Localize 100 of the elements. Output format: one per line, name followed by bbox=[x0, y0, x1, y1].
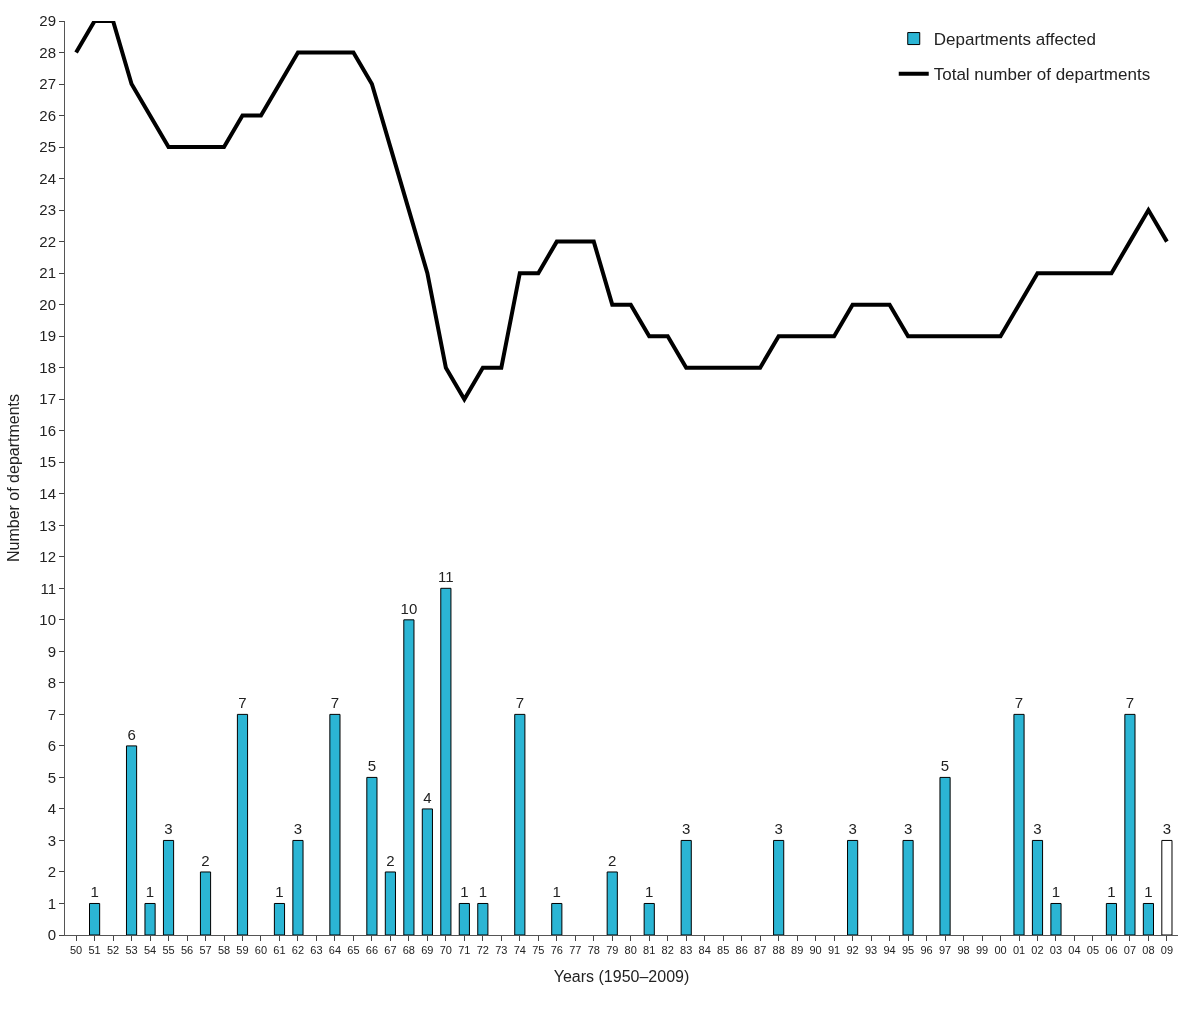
x-tick-label: 94 bbox=[883, 944, 896, 957]
data-label: 2 bbox=[201, 851, 210, 869]
x-tick-label: 84 bbox=[698, 944, 711, 957]
x-tick-label: 78 bbox=[587, 944, 600, 957]
data-label: 1 bbox=[1051, 883, 1061, 901]
y-tick-label: 10 bbox=[39, 611, 56, 629]
y-tick-label: 14 bbox=[39, 485, 56, 503]
bar bbox=[1013, 713, 1025, 935]
x-tick-label: 72 bbox=[476, 944, 489, 957]
bar bbox=[1124, 713, 1136, 935]
data-label: 1 bbox=[90, 883, 99, 901]
data-label: 1 bbox=[552, 883, 561, 901]
bar bbox=[403, 619, 415, 935]
y-tick-label: 9 bbox=[47, 642, 56, 660]
y-tick-label: 4 bbox=[47, 800, 56, 818]
y-tick-label: 25 bbox=[39, 138, 56, 156]
data-label: 6 bbox=[127, 725, 136, 743]
bar bbox=[1050, 902, 1062, 935]
x-tick-label: 06 bbox=[1105, 944, 1118, 957]
y-tick-label: 13 bbox=[39, 516, 56, 534]
x-tick-label: 04 bbox=[1068, 944, 1081, 957]
x-tick-label: 95 bbox=[901, 944, 915, 957]
x-tick-label: 90 bbox=[809, 944, 822, 957]
bar bbox=[1161, 839, 1173, 935]
y-tick-label: 19 bbox=[39, 327, 56, 345]
x-tick-label: 63 bbox=[310, 944, 323, 957]
x-tick-label: 00 bbox=[994, 944, 1007, 957]
bar bbox=[1031, 839, 1044, 935]
y-tick-label: 6 bbox=[47, 737, 56, 755]
data-label: 7 bbox=[1125, 694, 1135, 712]
x-tick-label: 87 bbox=[754, 944, 767, 957]
y-tick-label: 27 bbox=[39, 75, 56, 93]
data-label: 1 bbox=[1144, 883, 1153, 901]
bar bbox=[366, 776, 378, 935]
x-tick-label: 99 bbox=[975, 944, 989, 957]
x-tick-label: 81 bbox=[643, 944, 656, 957]
data-label: 3 bbox=[1162, 820, 1172, 838]
bar bbox=[440, 587, 452, 935]
x-tick-label: 70 bbox=[439, 944, 452, 957]
bar bbox=[680, 839, 692, 935]
x-tick-label: 01 bbox=[1012, 944, 1026, 957]
y-tick-label: 29 bbox=[39, 12, 56, 30]
x-tick-label: 50 bbox=[69, 944, 83, 957]
bar bbox=[643, 902, 655, 935]
x-tick-label: 80 bbox=[624, 944, 637, 957]
x-tick-label: 60 bbox=[254, 944, 268, 957]
bar bbox=[551, 902, 563, 935]
y-tick-label: 17 bbox=[39, 390, 56, 408]
bar bbox=[199, 871, 212, 935]
data-label: 3 bbox=[682, 820, 691, 838]
y-tick-label: 5 bbox=[47, 768, 56, 786]
x-tick-label: 64 bbox=[328, 944, 342, 957]
x-tick-label: 02 bbox=[1031, 944, 1044, 957]
data-label: 1 bbox=[645, 883, 654, 901]
x-tick-label: 98 bbox=[957, 944, 970, 957]
data-label: 3 bbox=[293, 820, 303, 838]
data-label: 7 bbox=[330, 694, 340, 712]
x-tick-label: 71 bbox=[458, 944, 471, 957]
data-label: 7 bbox=[515, 694, 524, 712]
bar bbox=[458, 902, 470, 935]
y-tick-label: 18 bbox=[39, 358, 56, 376]
data-label: 5 bbox=[367, 757, 377, 775]
data-label: 4 bbox=[423, 788, 432, 806]
bar bbox=[273, 902, 286, 935]
x-tick-label: 67 bbox=[384, 944, 397, 957]
y-axis-title: Number of departments bbox=[5, 393, 23, 563]
x-tick-label: 92 bbox=[846, 944, 859, 957]
bar bbox=[162, 839, 175, 935]
y-tick-label: 7 bbox=[47, 705, 56, 723]
y-tick-label: 26 bbox=[39, 106, 56, 124]
x-tick-label: 05 bbox=[1086, 944, 1100, 957]
data-label: 2 bbox=[386, 851, 395, 869]
data-label: 3 bbox=[1033, 820, 1042, 838]
x-tick-label: 61 bbox=[273, 944, 286, 957]
bar bbox=[939, 776, 951, 935]
data-label: 1 bbox=[478, 883, 488, 901]
bar bbox=[847, 839, 859, 935]
data-label: 5 bbox=[940, 757, 950, 775]
bar bbox=[329, 713, 341, 935]
x-tick-label: 86 bbox=[735, 944, 748, 957]
data-label: 3 bbox=[903, 820, 913, 838]
x-tick-label: 59 bbox=[236, 944, 249, 957]
x-tick-label: 66 bbox=[365, 944, 379, 957]
bar bbox=[514, 713, 526, 935]
x-tick-label: 55 bbox=[162, 944, 175, 957]
data-label: 1 bbox=[460, 883, 469, 901]
y-tick-label: 21 bbox=[39, 264, 56, 282]
y-tick-label: 20 bbox=[39, 295, 56, 313]
x-tick-label: 75 bbox=[532, 944, 545, 957]
bar bbox=[477, 902, 489, 935]
y-tick-label: 28 bbox=[39, 43, 56, 61]
data-label: 7 bbox=[1014, 694, 1024, 712]
x-tick-label: 82 bbox=[661, 944, 674, 957]
x-tick-label: 91 bbox=[827, 944, 841, 957]
x-tick-label: 08 bbox=[1142, 944, 1155, 957]
legend-label: Departments affected bbox=[933, 30, 1096, 50]
y-tick-label: 0 bbox=[47, 926, 56, 944]
x-tick-label: 73 bbox=[495, 944, 508, 957]
x-tick-label: 57 bbox=[199, 944, 212, 957]
y-tick-label: 11 bbox=[40, 579, 56, 597]
